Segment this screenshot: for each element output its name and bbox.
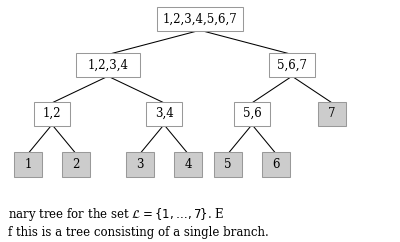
FancyBboxPatch shape	[174, 152, 202, 177]
FancyBboxPatch shape	[76, 53, 140, 77]
Text: 5,6,7: 5,6,7	[277, 59, 307, 72]
Text: nary tree for the set $\mathcal{L} = \{1,\ldots,7\}$. E: nary tree for the set $\mathcal{L} = \{1…	[8, 206, 224, 223]
Text: 1,2,3,4: 1,2,3,4	[88, 59, 128, 72]
Text: 1,2: 1,2	[43, 107, 61, 120]
Text: f this is a tree consisting of a single branch.: f this is a tree consisting of a single …	[8, 226, 269, 239]
FancyBboxPatch shape	[34, 102, 70, 126]
FancyBboxPatch shape	[14, 152, 42, 177]
FancyBboxPatch shape	[269, 53, 315, 77]
FancyBboxPatch shape	[262, 152, 290, 177]
FancyBboxPatch shape	[146, 102, 182, 126]
Text: 3: 3	[136, 158, 144, 171]
Text: 2: 2	[72, 158, 80, 171]
Text: 5: 5	[224, 158, 232, 171]
Text: 3,4: 3,4	[155, 107, 173, 120]
FancyBboxPatch shape	[126, 152, 154, 177]
FancyBboxPatch shape	[157, 7, 243, 31]
Text: 5,6: 5,6	[243, 107, 261, 120]
FancyBboxPatch shape	[62, 152, 90, 177]
Text: 1: 1	[24, 158, 32, 171]
Text: 6: 6	[272, 158, 280, 171]
FancyBboxPatch shape	[318, 102, 346, 126]
Text: 7: 7	[328, 107, 336, 120]
Text: 4: 4	[184, 158, 192, 171]
FancyBboxPatch shape	[234, 102, 270, 126]
FancyBboxPatch shape	[214, 152, 242, 177]
Text: 1,2,3,4,5,6,7: 1,2,3,4,5,6,7	[163, 13, 237, 26]
